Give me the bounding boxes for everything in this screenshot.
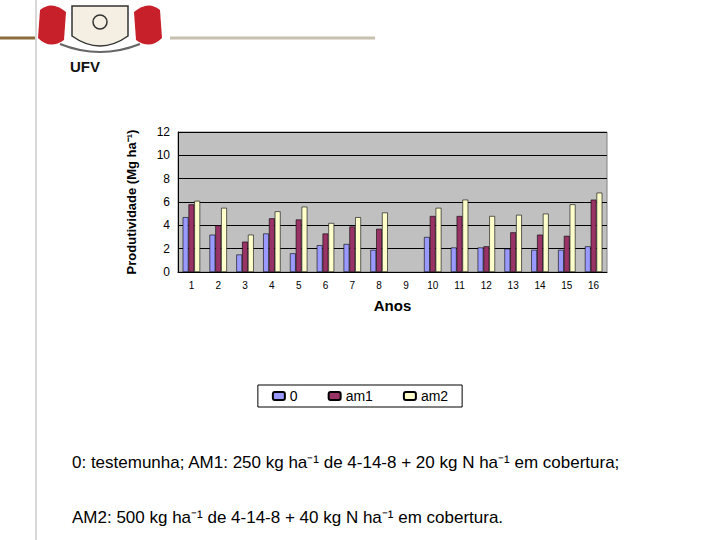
- svg-text:8: 8: [163, 172, 170, 186]
- svg-text:2: 2: [163, 242, 170, 256]
- svg-text:0: 0: [290, 388, 298, 404]
- svg-text:6: 6: [323, 280, 329, 291]
- svg-text:7: 7: [350, 280, 356, 291]
- svg-text:12: 12: [481, 280, 493, 291]
- svg-text:2: 2: [215, 280, 221, 291]
- svg-text:13: 13: [508, 280, 520, 291]
- svg-text:4: 4: [163, 218, 170, 232]
- svg-text:12: 12: [157, 125, 171, 139]
- svg-text:10: 10: [427, 280, 439, 291]
- svg-text:6: 6: [163, 195, 170, 209]
- svg-text:1: 1: [189, 280, 195, 291]
- svg-text:14: 14: [534, 280, 546, 291]
- html-text:0: testemunha; AM1: 250 kg ha⁻: 0: testemunha; AM1: 250 kg ha⁻¹ de 4-14-…: [72, 453, 620, 472]
- svg-text:Produtividade (Mg ha⁻¹): Produtividade (Mg ha⁻¹): [124, 130, 139, 275]
- svg-text:Anos: Anos: [374, 297, 412, 314]
- svg-text:am2: am2: [421, 388, 448, 404]
- svg-text:8: 8: [376, 280, 382, 291]
- svg-text:5: 5: [296, 280, 302, 291]
- svg-text:15: 15: [561, 280, 573, 291]
- svg-text:3: 3: [242, 280, 248, 291]
- svg-text:4: 4: [269, 280, 275, 291]
- svg-text:10: 10: [157, 148, 171, 162]
- svg-text:am1: am1: [346, 388, 373, 404]
- html-text:UFV: UFV: [70, 58, 100, 75]
- svg-text:0: 0: [163, 265, 170, 279]
- svg-text:16: 16: [588, 280, 600, 291]
- html-text:AM2: 500 kg ha⁻¹ de 4-14-8 + 4: AM2: 500 kg ha⁻¹ de 4-14-8 + 40 kg N ha⁻…: [72, 508, 504, 527]
- svg-text:9: 9: [403, 280, 409, 291]
- svg-text:11: 11: [454, 280, 465, 291]
